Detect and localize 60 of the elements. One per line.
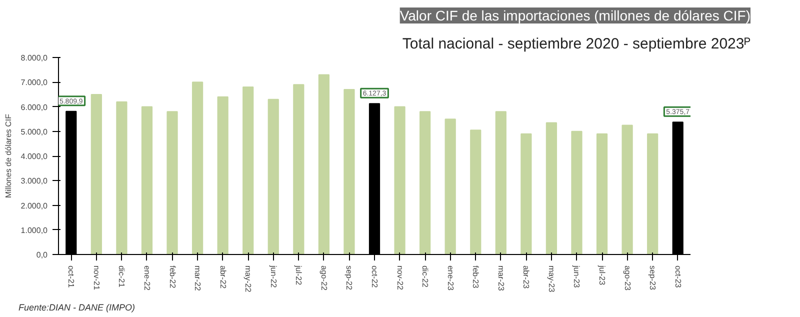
x-tick-label: jun-23 — [572, 264, 582, 288]
y-axis-title: Millones de dólares CIF — [4, 114, 13, 198]
bar — [647, 133, 658, 254]
x-tick-label: abr-22 — [218, 266, 228, 290]
y-tick-label: 0,0 — [36, 250, 48, 260]
y-tick-label: 8.000,0 — [20, 54, 48, 62]
y-tick-label: 7.000,0 — [20, 78, 48, 88]
bar — [217, 96, 228, 254]
x-tick-label: nov-21 — [92, 266, 101, 291]
x-tick-label: nov-22 — [395, 266, 404, 291]
x-tick-label: feb-22 — [168, 266, 177, 289]
bar — [495, 111, 506, 254]
y-tick-label: 3.000,0 — [20, 176, 48, 186]
x-tick-label: sep-23 — [648, 266, 658, 291]
bar — [242, 86, 254, 254]
chart-subtitle: Total nacional - septiembre 2020 - septiembre 2023ᴾ — [402, 36, 751, 52]
x-tick-label: jul-22 — [294, 264, 304, 286]
y-tick-label: 5.000,0 — [20, 127, 48, 136]
bar — [318, 74, 330, 254]
y-tick-label: 6.000,0 — [20, 102, 48, 112]
x-tick-label: oct-21 — [66, 266, 76, 288]
bar — [622, 124, 633, 254]
x-tick-label: oct-23 — [673, 266, 682, 288]
bar — [192, 82, 204, 254]
bar — [90, 94, 102, 254]
x-tick-label: oct-22 — [370, 266, 379, 288]
source-note: Fuente:DIAN - DANE (IMPO) — [18, 302, 136, 312]
bar — [520, 133, 532, 254]
bar — [596, 133, 608, 254]
x-tick-label: mar-23 — [496, 266, 506, 292]
bar — [116, 101, 128, 254]
bar — [268, 98, 279, 254]
bar — [420, 111, 431, 254]
x-tick-label: jul-23 — [598, 264, 607, 286]
x-tick-label: abr-23 — [522, 266, 531, 290]
x-tick-label: sep-22 — [344, 266, 354, 291]
x-tick-label: may-23 — [546, 266, 556, 293]
x-tick-label: jun-22 — [268, 264, 278, 288]
y-tick-label: 4.000,0 — [20, 152, 48, 161]
bar — [166, 111, 178, 254]
y-tick-label: 2.000,0 — [20, 201, 48, 210]
x-tick-label: ago-22 — [319, 266, 328, 291]
bar — [444, 118, 456, 254]
x-tick-label: dic-22 — [420, 266, 430, 288]
x-tick-label: may-22 — [244, 266, 253, 293]
bar — [546, 122, 558, 254]
y-tick-label: 1.000,0 — [20, 226, 48, 235]
bar — [344, 89, 355, 254]
bar — [293, 84, 304, 254]
x-tick-label: feb-23 — [471, 266, 480, 289]
x-tick-label: dic-21 — [117, 266, 126, 288]
bar — [571, 130, 582, 254]
bar — [394, 106, 406, 254]
x-tick-label: ago-23 — [622, 266, 632, 291]
x-tick-label: ene-23 — [446, 266, 455, 291]
x-tick-label: mar-22 — [193, 266, 202, 292]
bar — [141, 106, 153, 254]
chart-title: Valor CIF de las importaciones (millones de dólares CIF) — [400, 8, 751, 24]
x-tick-label: ene-22 — [142, 266, 152, 291]
bar — [470, 130, 482, 254]
